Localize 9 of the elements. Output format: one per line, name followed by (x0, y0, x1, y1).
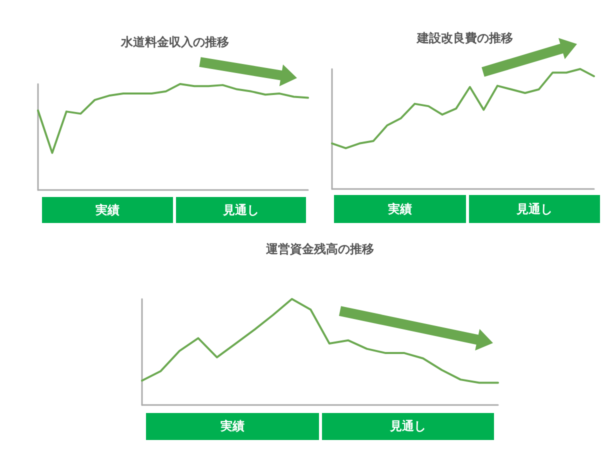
chart-title: 水道料金収入の推移 (120, 34, 230, 51)
text: 実績 (334, 195, 466, 223)
text: 実績 (146, 413, 318, 440)
text: 実績 (42, 197, 172, 223)
text: 見通し (322, 413, 494, 440)
text: 見通し (468, 195, 600, 223)
text: 見通し (176, 197, 306, 223)
chart-title: 運営資金残高の推移 (265, 241, 375, 258)
chart-title: 建設改良費の推移 (415, 30, 514, 47)
